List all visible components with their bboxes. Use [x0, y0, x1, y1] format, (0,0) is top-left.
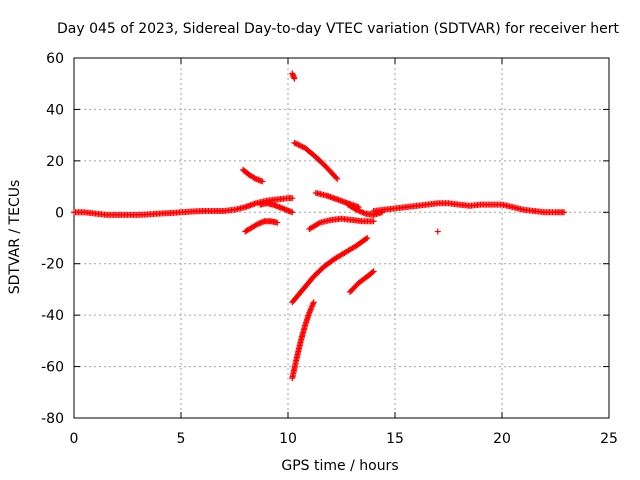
x-tick-label: 25 [600, 431, 618, 447]
data-point [434, 228, 441, 235]
series-arc-mid-right [306, 215, 377, 232]
x-axis-title: GPS time / hours [281, 458, 398, 474]
plot-frame [73, 57, 610, 419]
data-point [369, 269, 376, 276]
series-arc-top [289, 70, 298, 82]
series-arc-mid-left [257, 200, 296, 216]
data-point [291, 75, 298, 82]
y-tick-label: 40 [46, 102, 64, 118]
data-point [362, 235, 369, 242]
data-point [561, 209, 568, 216]
chart-title: Day 045 of 2023, Sidereal Day-to-day VTE… [57, 21, 619, 37]
data-point [315, 220, 322, 227]
series-outlier [434, 228, 441, 235]
x-tick-label: 15 [386, 431, 404, 447]
data-point [364, 235, 371, 241]
grid [74, 58, 609, 418]
series-main-trace-right [370, 200, 568, 216]
series-arc-lower-right [289, 235, 371, 306]
data-series [71, 70, 568, 382]
x-tick-label: 5 [177, 431, 186, 447]
axis-ticks [73, 57, 610, 419]
y-tick-label: -60 [41, 360, 64, 376]
y-tick-label: 60 [46, 51, 64, 67]
y-tick-label: 0 [55, 205, 64, 221]
data-point [310, 299, 317, 306]
y-tick-label: -20 [41, 257, 64, 273]
x-tick-label: 0 [70, 431, 79, 447]
data-point [334, 175, 341, 182]
data-point [299, 143, 306, 150]
y-tick-label: -80 [41, 411, 64, 427]
x-tick-label: 10 [279, 431, 297, 447]
y-tick-label: 20 [46, 154, 64, 170]
data-point [289, 195, 296, 202]
data-point [259, 178, 266, 185]
data-point [370, 218, 377, 225]
data-point [274, 219, 281, 226]
data-point [295, 141, 302, 148]
data-point [298, 143, 305, 150]
data-point [291, 139, 298, 146]
data-point [333, 174, 340, 181]
series-arc-low-right [347, 268, 377, 295]
data-point [296, 142, 303, 149]
data-point [294, 141, 301, 148]
data-point [289, 209, 296, 216]
tick-labels: 0 5 10 15 20 25 -80 -60 -40 -20 0 20 40 60 [41, 51, 618, 447]
data-point [352, 205, 359, 212]
y-axis-title: SDTVAR / TECUs [7, 180, 23, 295]
series-arc-upper-right [291, 139, 341, 182]
series-arc-lower-left [242, 218, 281, 235]
y-tick-label: -40 [41, 308, 64, 324]
data-point [370, 268, 377, 275]
data-point [292, 140, 299, 147]
series-arc-steep [289, 299, 317, 382]
x-tick-label: 20 [493, 431, 511, 447]
series-arc-upper-left [240, 166, 266, 185]
